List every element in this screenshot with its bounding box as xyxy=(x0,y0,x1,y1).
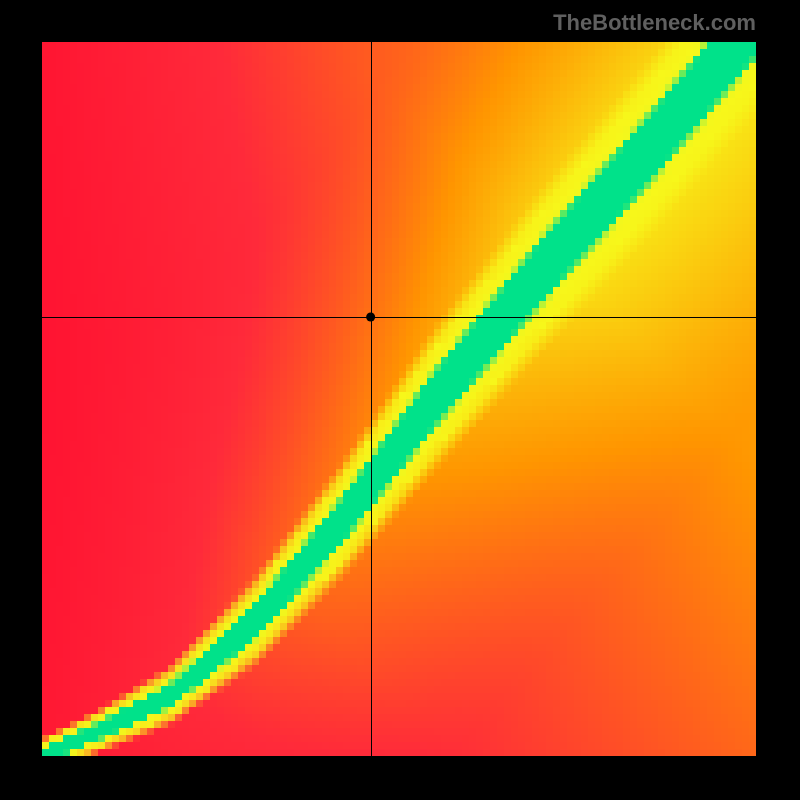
heatmap-canvas xyxy=(42,42,758,758)
heatmap-plot xyxy=(42,42,758,758)
watermark-text: TheBottleneck.com xyxy=(553,10,756,36)
